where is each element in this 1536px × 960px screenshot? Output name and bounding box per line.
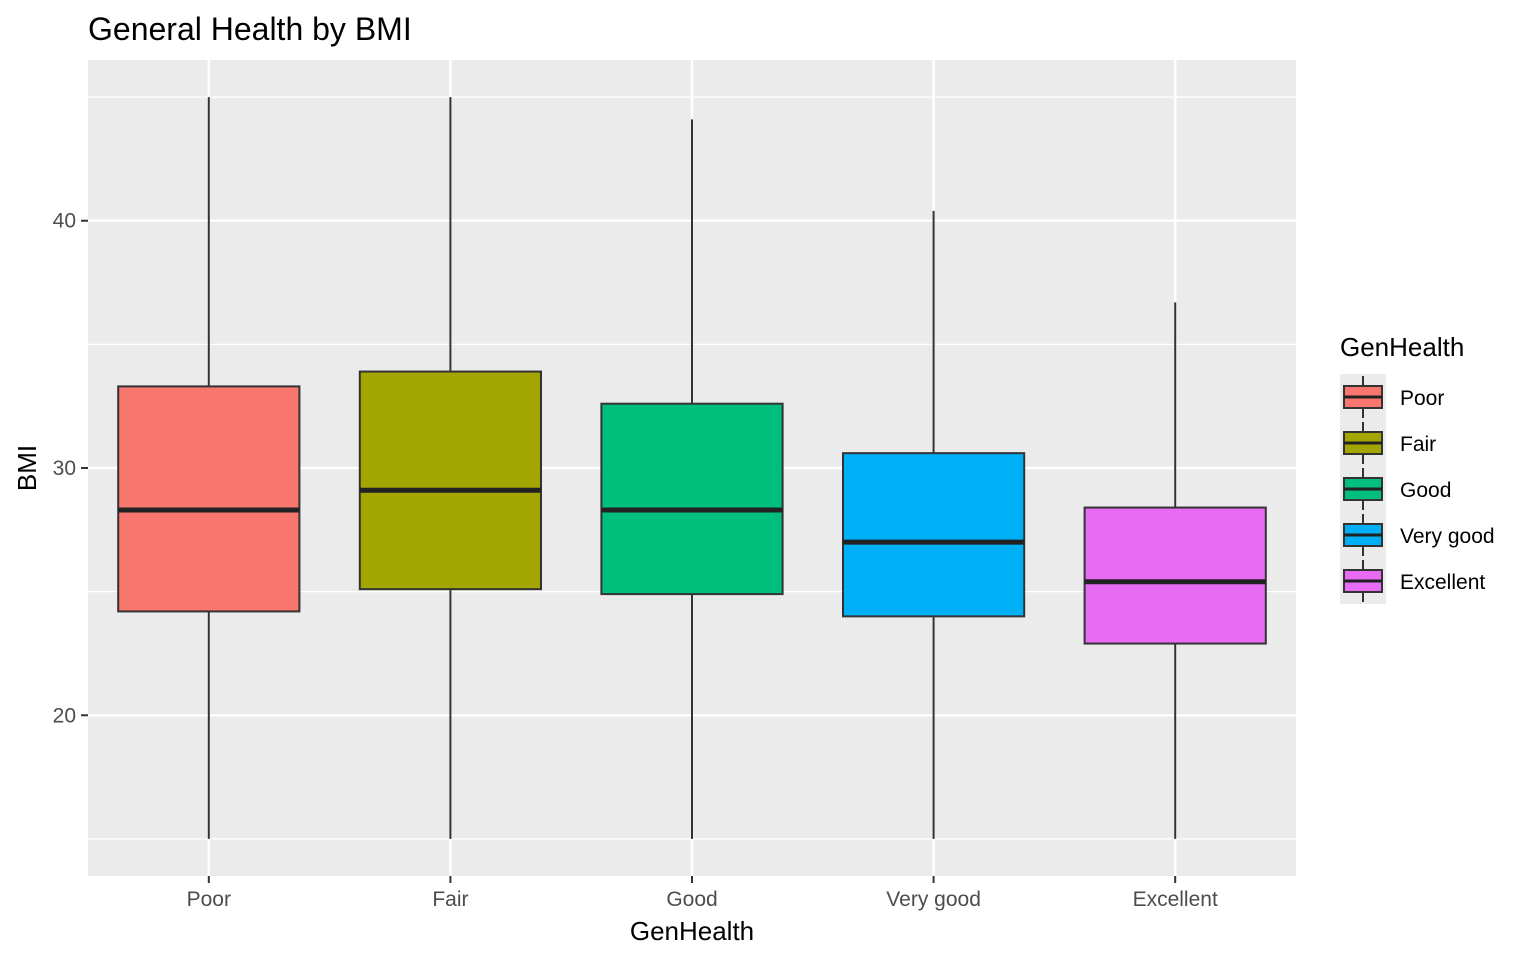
legend-item: Excellent: [1343, 560, 1485, 602]
y-tick-label: 40: [53, 210, 76, 233]
legend: GenHealth Poor Fair Good Very good Excellent: [1340, 332, 1495, 604]
y-tick-label: 30: [53, 457, 76, 480]
box-body: [1083, 506, 1267, 645]
x-tick-label: Poor: [187, 888, 231, 911]
x-axis: Poor Fair Good Very good Excellent: [187, 876, 1218, 911]
legend-label: Fair: [1400, 433, 1436, 456]
legend-title: GenHealth: [1340, 332, 1464, 362]
x-axis-title: GenHealth: [630, 916, 754, 946]
x-tick-label: Good: [666, 888, 717, 911]
y-tick-label: 20: [53, 704, 76, 727]
legend-item: Good: [1343, 468, 1451, 510]
box-body: [842, 452, 1026, 618]
box-very-good: [842, 210, 1026, 839]
legend-label: Good: [1400, 479, 1451, 502]
legend-label: Excellent: [1400, 571, 1485, 594]
x-tick-label: Excellent: [1133, 888, 1218, 911]
legend-item: Poor: [1343, 376, 1444, 418]
box-poor: [117, 97, 301, 839]
legend-item: Very good: [1343, 514, 1495, 556]
box-excellent: [1083, 302, 1267, 839]
box-good: [600, 119, 784, 839]
x-tick-label: Fair: [432, 888, 468, 911]
legend-label: Very good: [1400, 525, 1495, 548]
box-series: [117, 97, 1267, 839]
box-body: [358, 370, 542, 591]
box-fair: [358, 97, 542, 839]
box-body: [600, 402, 784, 596]
x-tick-label: Very good: [886, 888, 981, 911]
y-axis: 20 30 40: [53, 210, 88, 727]
chart-title: General Health by BMI: [88, 11, 412, 47]
box-body: [117, 385, 301, 613]
legend-item: Fair: [1343, 422, 1436, 464]
legend-label: Poor: [1400, 387, 1444, 410]
y-axis-title: BMI: [12, 445, 42, 491]
